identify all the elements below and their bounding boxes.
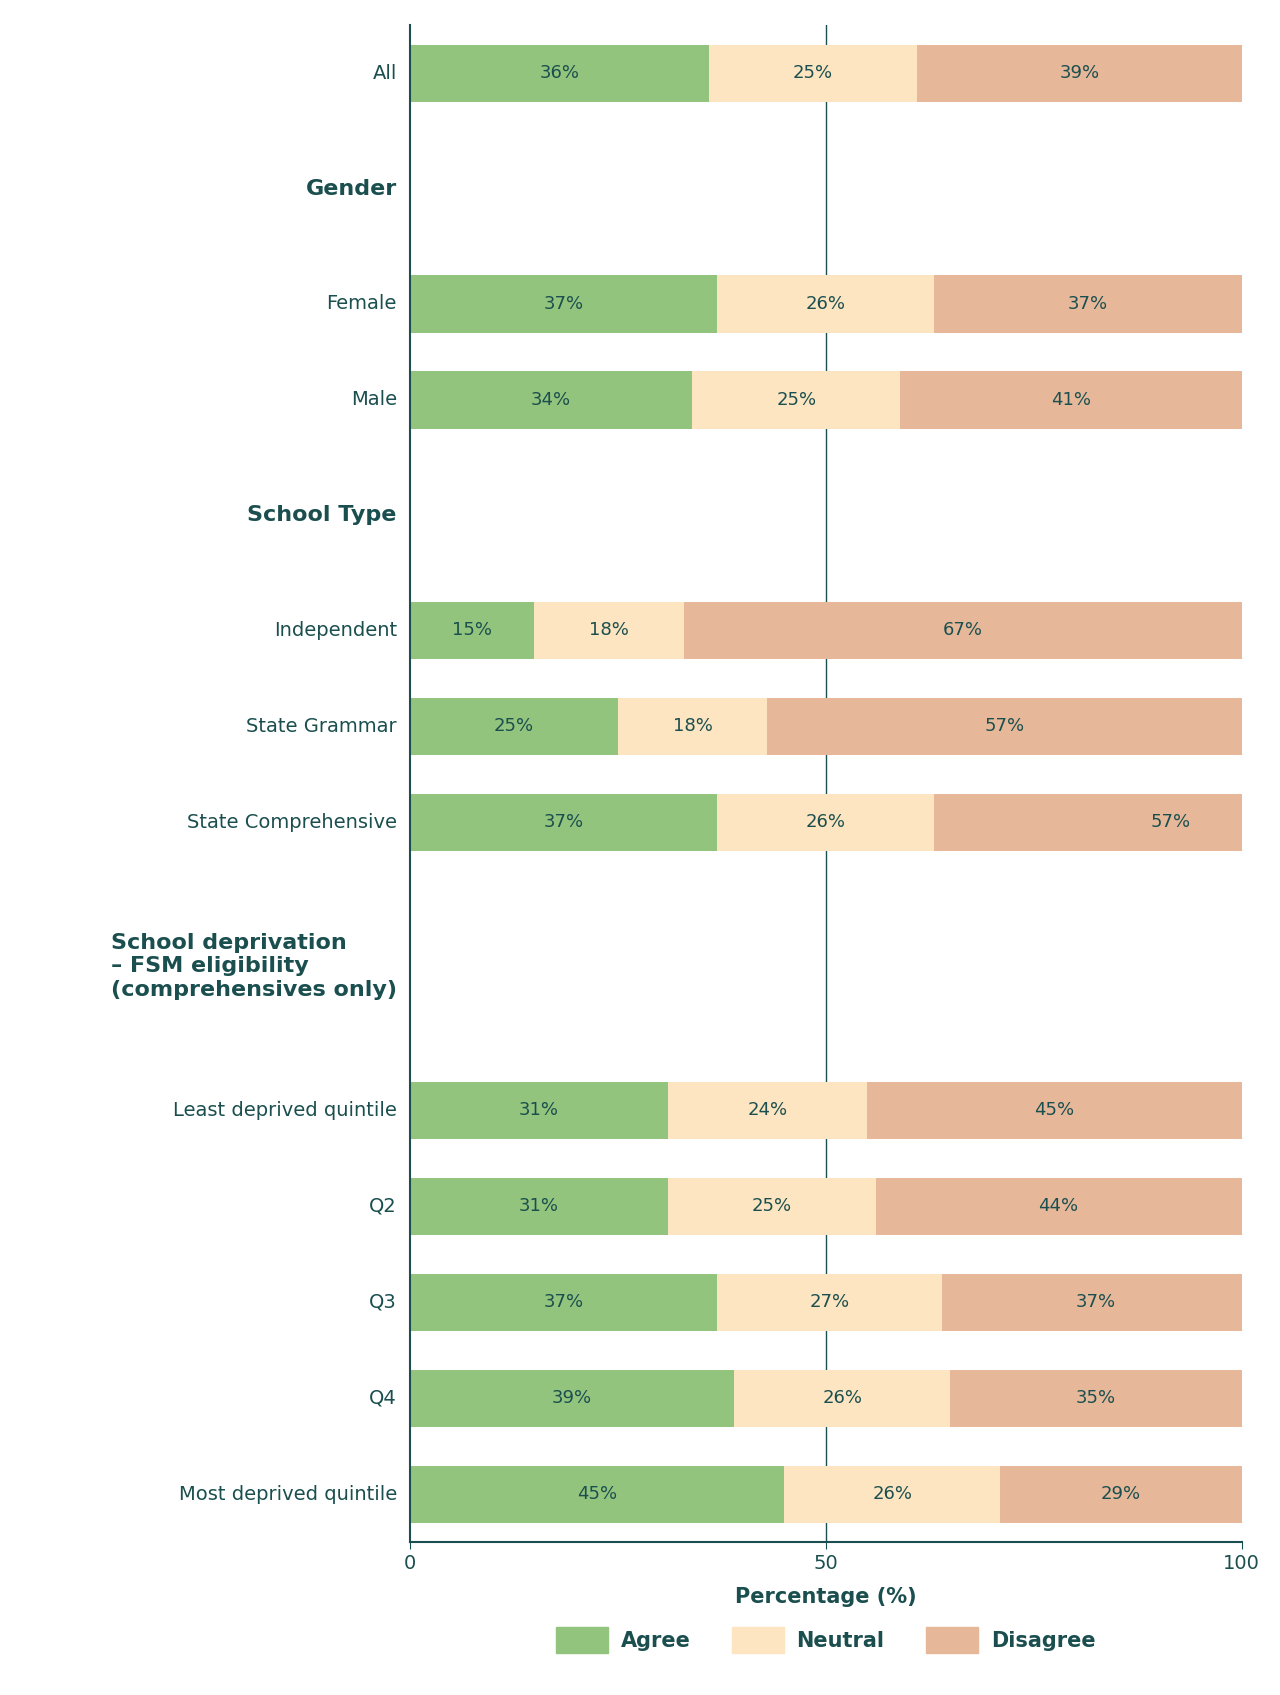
Text: 35%: 35%: [1076, 1390, 1116, 1407]
Bar: [535, 602, 684, 659]
Text: Least deprived quintile: Least deprived quintile: [173, 1100, 397, 1120]
Text: 29%: 29%: [1101, 1485, 1140, 1503]
Text: 39%: 39%: [552, 1390, 591, 1407]
Bar: [901, 371, 1242, 429]
Bar: [942, 1273, 1249, 1331]
Text: 15%: 15%: [452, 622, 492, 639]
Text: All: All: [372, 64, 397, 83]
Bar: [410, 44, 709, 102]
Text: 45%: 45%: [1034, 1102, 1074, 1119]
Text: State Comprehensive: State Comprehensive: [187, 814, 397, 832]
Text: 25%: 25%: [751, 1197, 791, 1215]
Text: 57%: 57%: [984, 717, 1024, 736]
Bar: [410, 793, 717, 851]
Text: Female: Female: [326, 295, 397, 314]
Text: State Grammar: State Grammar: [246, 717, 397, 736]
Text: 24%: 24%: [748, 1102, 787, 1119]
Bar: [410, 275, 717, 332]
Text: 31%: 31%: [518, 1102, 558, 1119]
Text: 25%: 25%: [494, 717, 534, 736]
Bar: [410, 1178, 668, 1236]
Legend: Agree, Neutral, Disagree: Agree, Neutral, Disagree: [548, 1619, 1103, 1661]
Text: Q4: Q4: [369, 1388, 397, 1409]
Text: 34%: 34%: [531, 392, 571, 408]
Text: 57%: 57%: [1151, 814, 1190, 831]
Bar: [717, 793, 933, 851]
Text: 37%: 37%: [544, 1293, 584, 1312]
Bar: [709, 44, 916, 102]
Text: 44%: 44%: [1038, 1197, 1079, 1215]
Text: 36%: 36%: [539, 64, 580, 83]
Bar: [410, 1370, 735, 1427]
Bar: [916, 44, 1242, 102]
Bar: [717, 275, 933, 332]
Text: 26%: 26%: [822, 1390, 863, 1407]
Text: 37%: 37%: [1068, 295, 1107, 314]
Bar: [410, 1466, 783, 1524]
Text: School Type: School Type: [247, 505, 397, 525]
Bar: [767, 698, 1242, 756]
Bar: [717, 1273, 942, 1331]
Bar: [735, 1370, 950, 1427]
Bar: [410, 602, 535, 659]
X-axis label: Percentage (%): Percentage (%): [735, 1587, 916, 1607]
Bar: [410, 1081, 668, 1139]
Bar: [410, 371, 692, 429]
Bar: [692, 371, 901, 429]
Text: 25%: 25%: [777, 392, 817, 408]
Text: 39%: 39%: [1060, 64, 1100, 83]
Bar: [1001, 1466, 1242, 1524]
Text: 27%: 27%: [810, 1293, 850, 1312]
Bar: [668, 1081, 868, 1139]
Text: Q2: Q2: [369, 1197, 397, 1215]
Text: 18%: 18%: [589, 622, 630, 639]
Text: 31%: 31%: [518, 1197, 558, 1215]
Text: 37%: 37%: [544, 295, 584, 314]
Text: 18%: 18%: [672, 717, 713, 736]
Text: 26%: 26%: [872, 1485, 913, 1503]
Text: 26%: 26%: [805, 814, 846, 831]
Text: 26%: 26%: [805, 295, 846, 314]
Bar: [783, 1466, 1001, 1524]
Text: 37%: 37%: [544, 814, 584, 831]
Text: 25%: 25%: [794, 64, 833, 83]
Text: Male: Male: [351, 390, 397, 410]
Bar: [668, 1178, 876, 1236]
Text: Most deprived quintile: Most deprived quintile: [178, 1485, 397, 1503]
Bar: [933, 793, 1280, 851]
Bar: [410, 1273, 717, 1331]
Text: 45%: 45%: [577, 1485, 617, 1503]
Bar: [684, 602, 1242, 659]
Bar: [868, 1081, 1242, 1139]
Text: 41%: 41%: [1051, 392, 1091, 408]
Bar: [410, 698, 618, 756]
Bar: [933, 275, 1242, 332]
Text: Q3: Q3: [369, 1293, 397, 1312]
Bar: [876, 1178, 1242, 1236]
Text: 67%: 67%: [943, 622, 983, 639]
Text: School deprivation
– FSM eligibility
(comprehensives only): School deprivation – FSM eligibility (co…: [111, 934, 397, 1000]
Bar: [950, 1370, 1242, 1427]
Bar: [618, 698, 768, 756]
Text: Independent: Independent: [274, 620, 397, 639]
Text: 37%: 37%: [1076, 1293, 1116, 1312]
Text: Gender: Gender: [306, 178, 397, 198]
